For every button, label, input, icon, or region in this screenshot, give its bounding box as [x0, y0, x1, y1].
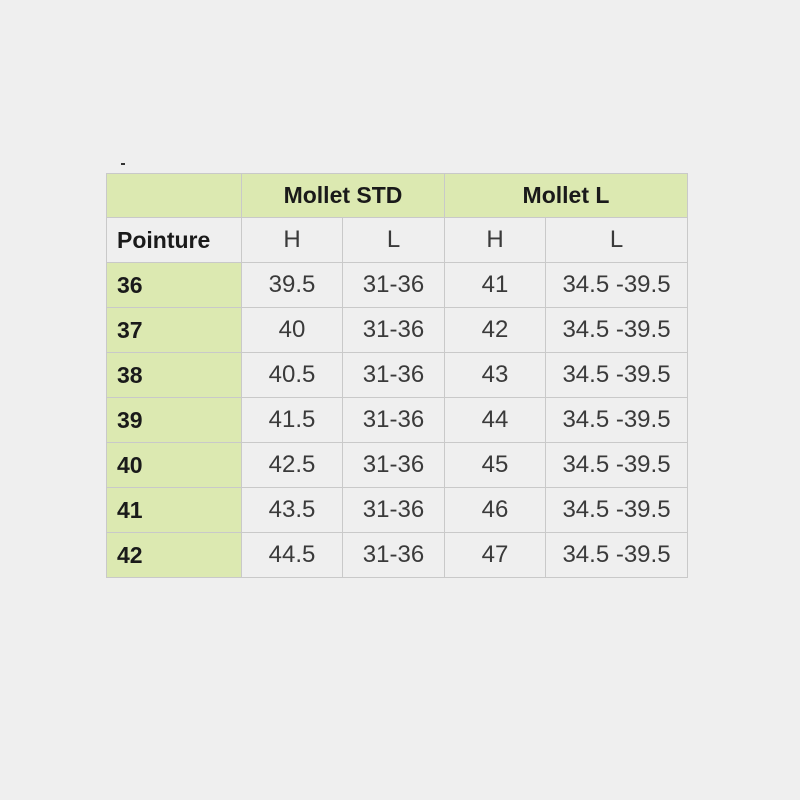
- sub-header-l: L: [342, 217, 445, 263]
- table-row: 41 43.5 31-36 46 34.5 -39.5: [106, 487, 688, 533]
- table-cell: 42.5: [241, 442, 343, 488]
- table-row: 38 40.5 31-36 43 34.5 -39.5: [106, 352, 688, 398]
- table-cell: 31-36: [342, 487, 445, 533]
- table-cell: 41.5: [241, 397, 343, 443]
- pointure-cell: 38: [106, 352, 242, 398]
- table-cell: 44: [444, 397, 546, 443]
- table-cell: 45: [444, 442, 546, 488]
- table-cell: 34.5 -39.5: [545, 262, 688, 308]
- table-cell: 34.5 -39.5: [545, 487, 688, 533]
- table-cell: 43: [444, 352, 546, 398]
- table-cell: 31-36: [342, 352, 445, 398]
- table-row: 42 44.5 31-36 47 34.5 -39.5: [106, 532, 688, 578]
- group-header-mollet-std: Mollet STD: [241, 173, 445, 218]
- table-cell: 41: [444, 262, 546, 308]
- table-row: 39 41.5 31-36 44 34.5 -39.5: [106, 397, 688, 443]
- table-cell: 47: [444, 532, 546, 578]
- table-cell: 42: [444, 307, 546, 353]
- stray-mark: [121, 163, 125, 165]
- pointure-cell: 41: [106, 487, 242, 533]
- table-cell: 34.5 -39.5: [545, 352, 688, 398]
- pointure-cell: 39: [106, 397, 242, 443]
- group-header-mollet-l: Mollet L: [444, 173, 688, 218]
- table-cell: 34.5 -39.5: [545, 532, 688, 578]
- pointure-cell: 42: [106, 532, 242, 578]
- corner-cell: [106, 173, 242, 218]
- group-header-row: Mollet STD Mollet L: [106, 173, 688, 218]
- pointure-header: Pointure: [106, 217, 242, 263]
- sub-header-l: L: [545, 217, 688, 263]
- table-cell: 44.5: [241, 532, 343, 578]
- table-cell: 40.5: [241, 352, 343, 398]
- table-cell: 40: [241, 307, 343, 353]
- table-row: 36 39.5 31-36 41 34.5 -39.5: [106, 262, 688, 308]
- table-cell: 34.5 -39.5: [545, 307, 688, 353]
- table-cell: 34.5 -39.5: [545, 397, 688, 443]
- sub-header-h: H: [241, 217, 343, 263]
- table-cell: 34.5 -39.5: [545, 442, 688, 488]
- size-table: Mollet STD Mollet L Pointure H L H L 36 3…: [106, 173, 688, 578]
- table-cell: 31-36: [342, 397, 445, 443]
- table-cell: 31-36: [342, 307, 445, 353]
- sub-header-row: Pointure H L H L: [106, 217, 688, 263]
- table-cell: 39.5: [241, 262, 343, 308]
- table-row: 40 42.5 31-36 45 34.5 -39.5: [106, 442, 688, 488]
- table-cell: 31-36: [342, 532, 445, 578]
- table-row: 37 40 31-36 42 34.5 -39.5: [106, 307, 688, 353]
- pointure-cell: 37: [106, 307, 242, 353]
- table-cell: 31-36: [342, 442, 445, 488]
- pointure-cell: 36: [106, 262, 242, 308]
- sub-header-h: H: [444, 217, 546, 263]
- table-cell: 43.5: [241, 487, 343, 533]
- table-cell: 46: [444, 487, 546, 533]
- table-cell: 31-36: [342, 262, 445, 308]
- pointure-cell: 40: [106, 442, 242, 488]
